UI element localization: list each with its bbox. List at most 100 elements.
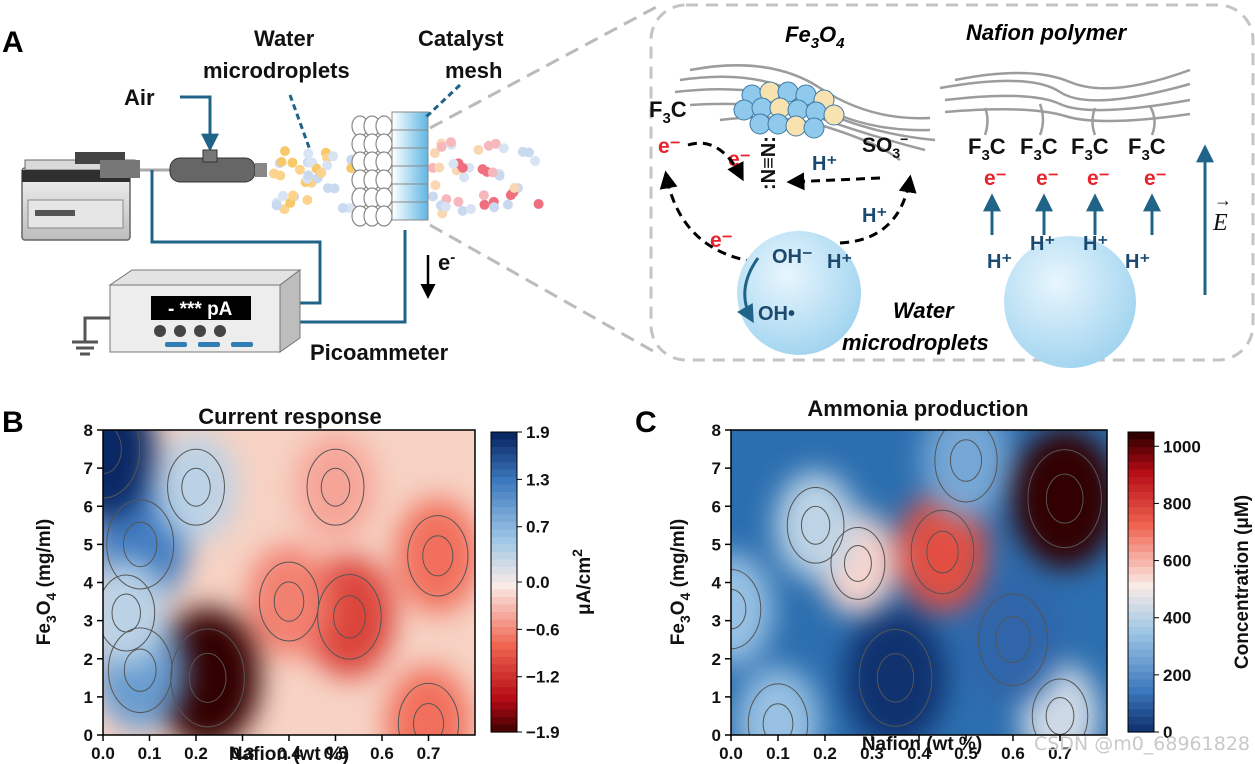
electron: e⁻	[1144, 167, 1167, 190]
x-tick-label: 0.6	[1001, 744, 1025, 763]
electron-3: e⁻	[710, 229, 733, 252]
water-droplet-spray	[269, 146, 357, 215]
contour-line	[995, 616, 1031, 664]
droplet	[429, 148, 440, 159]
contour-line	[422, 535, 454, 577]
mesh-tube	[391, 201, 429, 221]
contour-line	[103, 574, 156, 652]
droplet	[305, 157, 316, 168]
droplet	[328, 151, 339, 162]
colorbar-swatch	[491, 627, 517, 636]
y-tick-label: 7	[712, 459, 721, 478]
polymer-chains-nafion	[939, 68, 1191, 136]
droplet	[487, 167, 498, 178]
contour-line	[858, 628, 933, 727]
droplet	[533, 198, 544, 209]
mesh-cell	[375, 115, 393, 137]
colorbar-swatch	[491, 582, 517, 591]
mesh-tube	[391, 147, 429, 167]
droplet	[457, 162, 468, 173]
label-electron-flow: e-	[438, 249, 455, 275]
colorbar-swatch	[491, 612, 517, 621]
colorbar-swatch	[1128, 724, 1154, 733]
colorbar-tick-label: 0.7	[526, 518, 550, 537]
droplet	[278, 190, 289, 201]
contour-line	[747, 683, 809, 735]
proton: H⁺	[987, 251, 1012, 273]
y-tick-label: 0	[84, 726, 93, 745]
contour-line	[111, 593, 141, 633]
colorbar-swatch	[491, 499, 517, 508]
colorbar-swatch	[1128, 574, 1154, 583]
colorbar-swatch	[1128, 544, 1154, 553]
droplet	[457, 205, 468, 216]
colorbar-swatch	[491, 559, 517, 568]
contour-line	[843, 544, 872, 582]
colorbar-tick-label: 1000	[1163, 437, 1201, 456]
colorbar-swatch	[491, 702, 517, 711]
x-tick-label: 0.0	[719, 744, 743, 763]
droplet	[276, 156, 287, 167]
colorbar-swatch	[1128, 717, 1154, 726]
contour-line	[306, 448, 365, 526]
colorbar-swatch	[491, 574, 517, 583]
colorbar-swatch	[491, 439, 517, 448]
droplet	[498, 143, 509, 154]
fe3o4-particle	[803, 117, 825, 139]
colorbar-swatch	[1128, 507, 1154, 516]
label-catalyst-1: Catalyst	[418, 26, 504, 51]
proton: H⁺	[1030, 233, 1055, 255]
colorbar-swatch	[491, 432, 517, 441]
colorbar-swatch	[1128, 687, 1154, 696]
label-catalyst-2: mesh	[445, 58, 502, 83]
heatmap-blob	[921, 430, 1011, 520]
colorbar-swatch	[1128, 642, 1154, 651]
meter-readout: - *** pA	[168, 299, 233, 320]
contour-line	[731, 588, 747, 630]
contour-line	[949, 439, 983, 482]
droplet	[427, 191, 438, 202]
y-tick-label: 6	[712, 497, 721, 516]
mesh-cell	[375, 133, 393, 155]
colorbar-tick-label: −0.6	[526, 620, 560, 639]
colorbar-swatch	[1128, 537, 1154, 546]
colorbar-swatch	[491, 462, 517, 471]
x-tick-label: 0.6	[370, 744, 394, 763]
droplet	[271, 200, 282, 211]
droplet	[430, 180, 441, 191]
colorbar-swatch	[491, 477, 517, 486]
colorbar-swatch	[491, 604, 517, 613]
droplet	[434, 162, 445, 173]
colorbar-swatch	[491, 724, 517, 733]
nebulizer-tube	[169, 149, 267, 183]
chart-b-ylabel: Fe3O4 (mg/ml)	[34, 519, 59, 645]
panel-letter-a: A	[2, 26, 24, 59]
droplet	[445, 137, 456, 148]
x-tick-label: 0.2	[184, 744, 208, 763]
contour-line	[106, 499, 175, 590]
droplet	[302, 194, 313, 205]
dinitrogen: :N≡N:	[758, 136, 780, 190]
colorbar-swatch	[491, 544, 517, 553]
colorbar-frame	[1127, 431, 1155, 733]
colorbar-swatch	[1128, 664, 1154, 673]
droplet	[478, 190, 489, 201]
fe3o4-particle-cluster	[733, 81, 845, 139]
inset-title-fe3o4: Fe3O4	[785, 22, 845, 52]
contour-line	[1045, 473, 1084, 524]
y-tick-label: 2	[712, 650, 721, 669]
droplet	[436, 141, 447, 152]
colorbar-swatch	[491, 469, 517, 478]
contour-line	[412, 702, 445, 735]
colorbar-swatch	[1128, 627, 1154, 636]
contour-line	[273, 581, 305, 622]
droplet	[465, 203, 476, 214]
droplet	[279, 204, 290, 215]
y-tick-label: 0	[712, 726, 721, 745]
contour-line	[181, 467, 211, 507]
x-tick-label: 0.1	[766, 744, 790, 763]
y-tick-label: 4	[712, 574, 722, 593]
colorbar-swatch	[1128, 522, 1154, 531]
colorbar-swatch	[491, 649, 517, 658]
